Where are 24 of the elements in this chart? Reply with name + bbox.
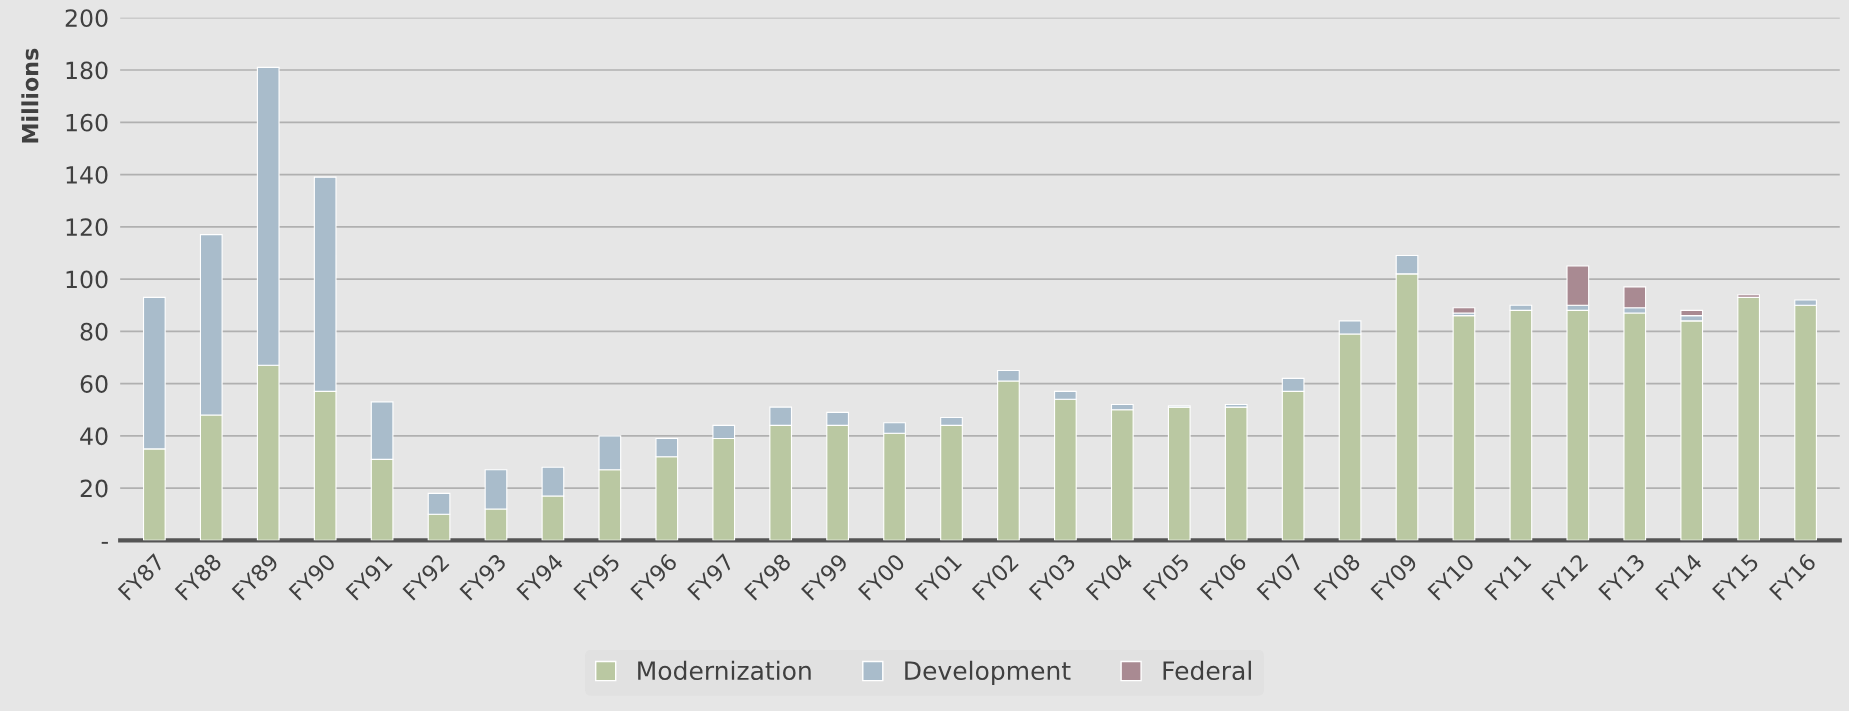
y-tick-label: 140: [66, 166, 108, 184]
y-tick-label: 80: [80, 322, 108, 341]
y-tick-label: 120: [66, 218, 108, 237]
y-tick-label: 60: [80, 375, 108, 393]
bar: [1623, 312, 1647, 541]
bar: [1452, 307, 1476, 314]
bar: [1167, 406, 1191, 541]
y-tick-label: 20: [80, 479, 108, 498]
legend-label: Modernization: [638, 660, 811, 681]
bar: [1452, 315, 1476, 541]
bar: [1224, 406, 1248, 541]
y-tick-label: 40: [80, 427, 108, 446]
y-tick-label: 200: [65, 9, 108, 28]
y-tick-label: 100: [66, 270, 108, 289]
bar: [1737, 296, 1761, 541]
legend-label: Development: [905, 660, 1071, 685]
y-tick-label: -: [101, 541, 108, 544]
bar: [1680, 320, 1704, 541]
legend-label: Federal: [1163, 660, 1251, 681]
bar: [1509, 309, 1533, 541]
y-axis-title: Millions: [21, 48, 39, 143]
y-tick-label: 180: [66, 61, 108, 80]
y-tick-label: 160: [66, 113, 108, 132]
bar: [1566, 309, 1590, 541]
